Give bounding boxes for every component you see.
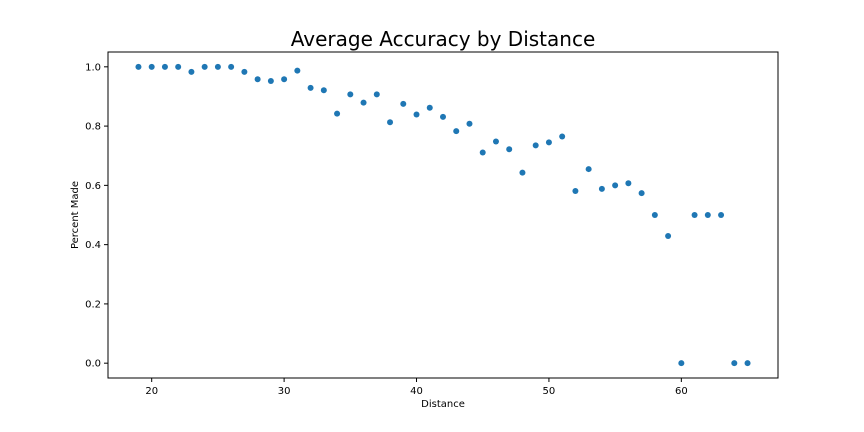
data-point <box>718 212 725 218</box>
data-point <box>585 166 592 173</box>
data-point <box>201 63 208 70</box>
data-points <box>135 63 751 367</box>
data-point <box>453 128 460 135</box>
data-point <box>572 187 579 194</box>
data-point <box>175 63 182 70</box>
y-tick-label: 0.6 <box>85 181 101 192</box>
chart-title: Average Accuracy by Distance <box>291 27 596 51</box>
data-point <box>492 138 499 145</box>
data-point <box>598 185 605 192</box>
data-point <box>440 113 446 120</box>
data-point <box>387 119 394 126</box>
data-point <box>334 110 341 117</box>
data-point <box>214 63 221 70</box>
x-axis-label: Distance <box>421 399 465 410</box>
data-point <box>638 190 645 197</box>
y-tick-label: 0.2 <box>85 299 101 310</box>
data-point <box>161 63 168 70</box>
data-point <box>307 84 314 91</box>
data-point <box>360 99 367 106</box>
data-point <box>228 63 235 70</box>
data-point <box>479 149 486 156</box>
data-point <box>135 63 142 70</box>
data-point <box>744 360 751 367</box>
data-point <box>320 87 327 94</box>
data-point <box>426 104 433 111</box>
data-point <box>267 78 274 85</box>
data-point <box>188 68 195 75</box>
x-tick-label: 50 <box>543 386 556 397</box>
data-point <box>519 169 526 176</box>
x-tick-label: 40 <box>410 386 423 397</box>
plot-frame <box>107 51 779 379</box>
data-point <box>466 120 473 127</box>
data-point <box>241 68 248 75</box>
data-point <box>400 100 407 107</box>
y-axis-label: Percent Made <box>70 181 81 249</box>
data-point <box>665 233 672 240</box>
data-point <box>294 67 301 74</box>
data-point <box>545 139 552 146</box>
x-tick-label: 30 <box>278 386 291 397</box>
data-point <box>691 212 698 218</box>
data-point <box>347 91 354 98</box>
data-point <box>625 180 632 187</box>
x-axis: 20 30 40 50 60 <box>145 378 688 397</box>
data-point <box>254 76 261 83</box>
y-tick-label: 0.0 <box>85 359 101 370</box>
data-point <box>651 212 658 218</box>
plot-area <box>107 51 779 379</box>
data-point <box>506 146 513 153</box>
data-point <box>532 142 539 149</box>
x-tick-label: 20 <box>145 386 158 397</box>
data-point <box>678 360 685 367</box>
data-point <box>731 360 738 367</box>
x-tick-label: 60 <box>675 386 688 397</box>
y-tick-label: 0.4 <box>85 240 101 251</box>
data-point <box>559 133 566 140</box>
data-point <box>148 63 155 70</box>
y-tick-label: 0.8 <box>85 122 101 133</box>
data-point <box>373 91 380 98</box>
data-point <box>704 212 711 218</box>
data-point <box>413 111 420 118</box>
data-point <box>612 182 619 189</box>
data-point <box>281 76 288 83</box>
y-axis: 0.0 0.2 0.4 0.6 0.8 1.0 <box>85 62 108 370</box>
y-tick-label: 1.0 <box>85 62 101 73</box>
